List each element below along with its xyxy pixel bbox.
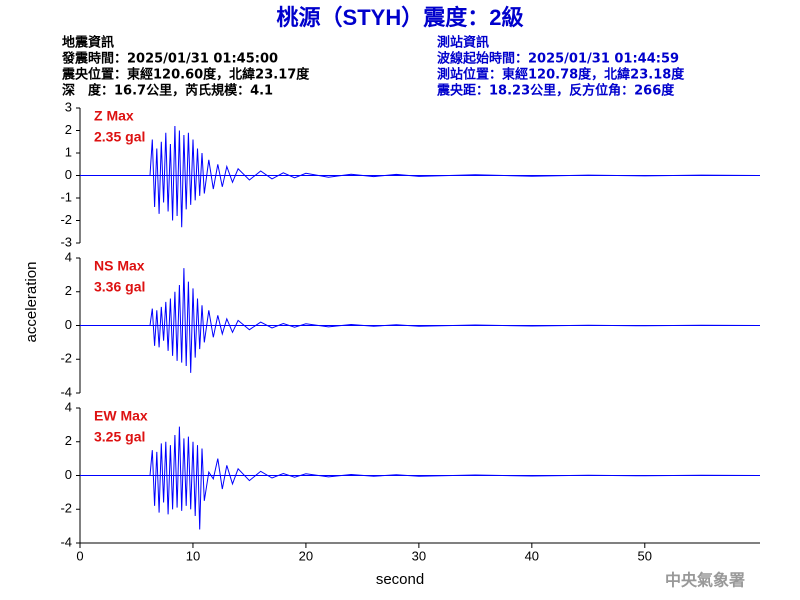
info-line: 震央位置：東經120.60度，北緯23.17度	[61, 67, 310, 83]
y-tick-label: -2	[60, 351, 72, 366]
y-tick-label: 2	[65, 122, 72, 137]
y-tick-label: -2	[60, 212, 72, 227]
info-line: 震央距：18.23公里，反方位角：266度	[436, 83, 675, 99]
annotation: NS Max	[94, 258, 145, 274]
x-axis-label: second	[376, 571, 424, 588]
y-axis-label: acceleration	[23, 262, 40, 343]
y-tick-label: 0	[65, 167, 72, 182]
waveform	[149, 125, 758, 228]
x-tick-label: 20	[299, 548, 313, 563]
info-line: 深 度：16.7公里，芮氏規模：4.1	[62, 83, 273, 99]
annotation: Z Max	[94, 108, 134, 124]
annotation: 3.36 gal	[94, 279, 145, 295]
chart-title: 桃源（STYH）震度：2級	[277, 5, 524, 30]
annotation: 2.35 gal	[94, 129, 145, 145]
y-tick-label: 4	[65, 399, 72, 414]
info-line: 發震時間：2025/01/31 01:45:00	[61, 51, 278, 67]
waveform	[149, 426, 758, 530]
y-tick-label: -3	[60, 234, 72, 249]
y-tick-label: 1	[65, 144, 72, 159]
y-tick-label: 2	[65, 283, 72, 298]
y-tick-label: -4	[60, 384, 72, 399]
info-line: 波線起始時間：2025/01/31 01:44:59	[437, 51, 679, 67]
y-tick-label: 0	[65, 317, 72, 332]
waveform	[149, 268, 758, 373]
info-line: 地震資訊	[62, 35, 114, 51]
credit: 中央氣象署	[665, 571, 745, 590]
y-tick-label: 3	[65, 99, 72, 114]
y-tick-label: 4	[65, 249, 72, 264]
y-tick-label: -1	[60, 189, 72, 204]
info-line: 測站位置：東經120.78度，北緯23.18度	[437, 67, 685, 83]
y-tick-label: 2	[65, 433, 72, 448]
y-tick-label: -4	[60, 534, 72, 549]
info-line: 測站資訊	[437, 35, 489, 51]
x-tick-label: 30	[412, 548, 426, 563]
annotation: EW Max	[94, 408, 148, 424]
annotation: 3.25 gal	[94, 429, 145, 445]
y-tick-label: -2	[60, 501, 72, 516]
x-tick-label: 0	[76, 548, 83, 563]
x-tick-label: 10	[186, 548, 200, 563]
x-tick-label: 40	[525, 548, 539, 563]
x-tick-label: 50	[638, 548, 652, 563]
y-tick-label: 0	[65, 467, 72, 482]
